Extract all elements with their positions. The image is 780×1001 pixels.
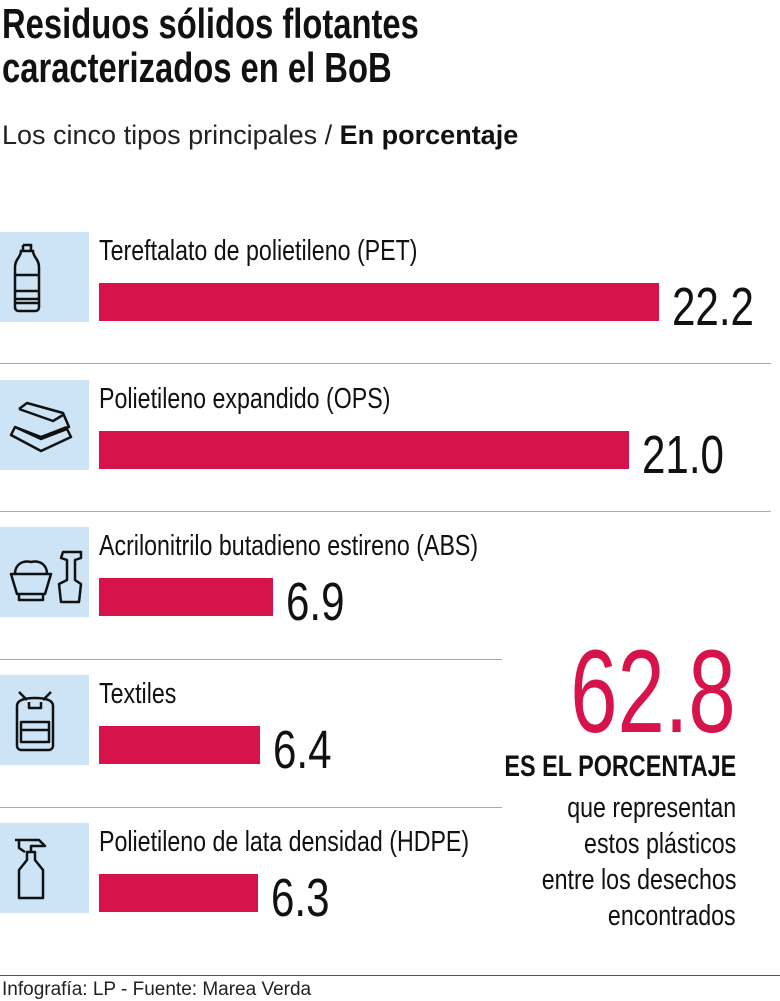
icon-box xyxy=(0,675,89,765)
title-line-2: caracterizados en el BoB xyxy=(2,44,392,91)
category-label-text: Polietileno de lata densidad (HDPE) xyxy=(99,826,470,858)
subtitle-text: Los cinco tipos principales / xyxy=(2,120,340,150)
separator xyxy=(0,511,771,512)
category-label-text: Tereftalato de polietileno (PET) xyxy=(99,235,418,267)
bucket-shovel-icon xyxy=(9,550,82,604)
bar xyxy=(99,726,261,764)
food-container-icon xyxy=(9,401,72,453)
value-label: 21.0 xyxy=(642,428,747,482)
category-label-text: Polietileno expandido (OPS) xyxy=(99,383,391,415)
icon-box xyxy=(0,232,89,322)
category-label: Acrilonitrilo butadieno estireno (ABS) xyxy=(99,530,573,562)
category-label-text: Acrilonitrilo butadieno estireno (ABS) xyxy=(99,530,479,562)
icon-box xyxy=(0,527,89,617)
value-label-text: 21.0 xyxy=(641,425,724,485)
backpack-icon xyxy=(15,691,54,752)
bar xyxy=(99,578,274,616)
separator xyxy=(0,659,502,660)
value-label-text: 6.4 xyxy=(273,720,332,780)
chart-subtitle: Los cinco tipos principales / En porcent… xyxy=(2,120,518,151)
value-label: 6.4 xyxy=(273,723,348,777)
value-label: 22.2 xyxy=(672,280,777,334)
category-label-text: Textiles xyxy=(99,678,177,710)
title-line-1: Residuos sólidos flotantes xyxy=(2,0,419,47)
category-label: Tereftalato de polietileno (PET) xyxy=(99,235,497,267)
chart-title: Residuos sólidos flotantes caracterizado… xyxy=(2,2,536,90)
category-label: Polietileno expandido (OPS) xyxy=(99,383,463,415)
subtitle-unit: En porcentaje xyxy=(339,120,519,150)
bottle-icon xyxy=(13,243,40,313)
note-line: encontrados xyxy=(608,900,736,932)
highlight-number: 62.8 xyxy=(570,626,736,758)
value-label-text: 6.9 xyxy=(286,572,345,632)
bar xyxy=(99,283,659,321)
footer-divider xyxy=(0,975,780,976)
note-line: que representan xyxy=(567,792,736,824)
category-label: Textiles xyxy=(99,678,196,710)
highlight-heading-text: ES EL PORCENTAJE xyxy=(504,750,736,783)
category-label: Polietileno de lata densidad (HDPE) xyxy=(99,826,562,858)
footer-credit: Infografía: LP - Fuente: Marea Verda xyxy=(2,979,312,1000)
separator xyxy=(0,363,771,364)
value-label-text: 22.2 xyxy=(672,277,754,337)
spray-bottle-icon xyxy=(14,838,46,900)
separator xyxy=(0,807,502,808)
value-label: 6.3 xyxy=(271,871,346,925)
icon-box xyxy=(0,823,89,913)
bar xyxy=(99,431,629,469)
note-line: entre los desechos xyxy=(541,864,736,896)
note-line: estos plásticos xyxy=(583,828,736,860)
highlight-heading: ES EL PORCENTAJE xyxy=(439,750,736,784)
icon-box xyxy=(0,380,89,470)
highlight-value: 62.8 xyxy=(506,626,736,758)
value-label: 6.9 xyxy=(286,575,361,629)
bar xyxy=(99,874,258,912)
highlight-note: que representan estos plásticos entre lo… xyxy=(493,790,736,934)
value-label-text: 6.3 xyxy=(270,868,330,928)
